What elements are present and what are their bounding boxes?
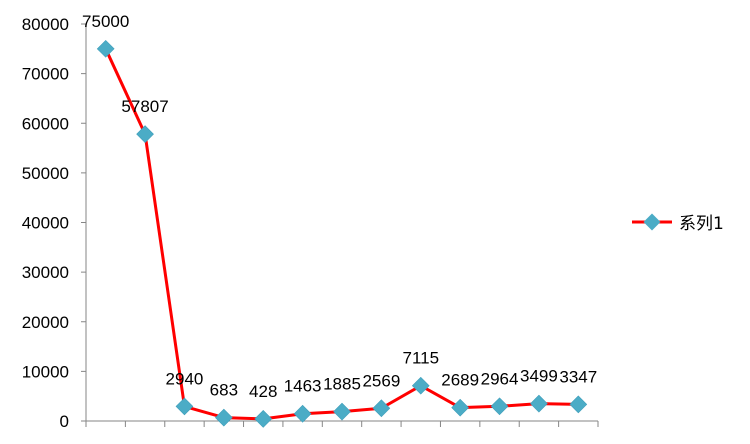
data-point-marker [136,125,154,143]
y-tick-label: 70000 [22,65,69,84]
data-label: 1885 [323,375,361,394]
data-point-marker [293,404,312,423]
data-point-marker [96,39,115,58]
data-label: 2569 [362,371,400,390]
data-label: 2689 [441,371,479,390]
legend-marker-diamond [643,213,661,231]
y-tick-label: 80000 [22,15,69,34]
data-point-marker [490,397,509,416]
legend-series-label: 系列1 [679,214,724,234]
data-label: 75000 [82,12,129,31]
x-axis [85,420,599,427]
data-label: 2964 [481,369,519,388]
legend: 系列1 [632,213,724,234]
data-point-marker [254,410,273,428]
data-label: 57807 [121,97,168,116]
data-point-marker [175,397,194,416]
data-point-marker [411,376,430,395]
y-tick-label: 0 [60,412,69,431]
data-label: 3499 [520,367,558,386]
data-label: 7115 [402,349,439,368]
y-tick-label: 30000 [22,263,69,282]
y-tick-label: 10000 [22,362,69,381]
y-tick-label: 20000 [22,313,69,332]
data-labels: 75000 57807 2940 683 428 1463 1885 256971152689… [82,12,597,401]
y-tick-label: 60000 [22,114,69,133]
data-point-marker [569,395,588,414]
data-label: 1463 [284,377,322,396]
data-label: 2940 [166,369,204,388]
data-point-marker [372,399,391,418]
data-label: 3347 [559,367,597,386]
series-layer [96,39,588,428]
data-point-marker [333,402,351,421]
y-axis: 0 10000 20000 30000 40000 50000 60000 70000 8000… [22,15,87,431]
data-point-marker [451,398,469,417]
y-tick-label: 40000 [22,214,69,233]
data-label: 428 [249,382,277,401]
series-line [104,48,579,421]
data-label: 683 [210,381,238,400]
y-tick-label: 50000 [22,164,69,183]
data-point-marker [530,394,548,413]
data-point-marker [215,408,233,427]
